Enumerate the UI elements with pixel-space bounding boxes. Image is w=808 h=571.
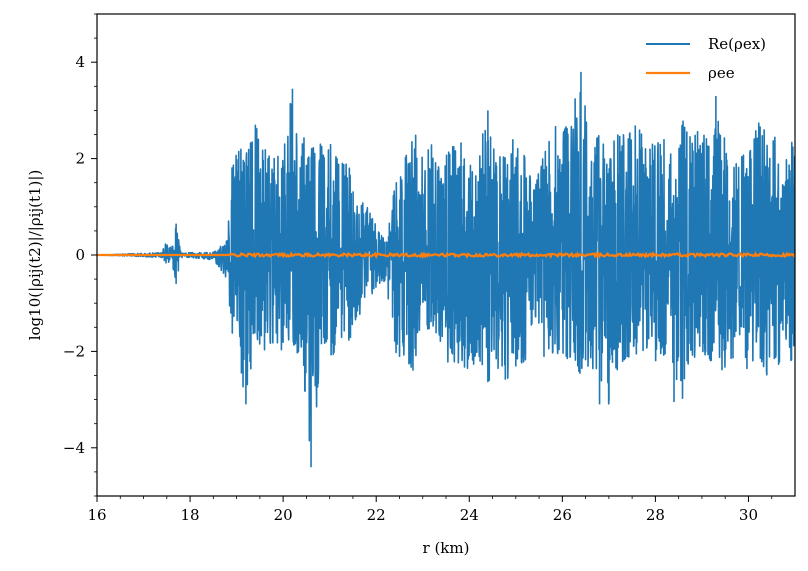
x-tick-label: 18 (181, 506, 200, 524)
x-tick-label: 20 (274, 506, 293, 524)
x-tick-label: 26 (553, 506, 572, 524)
legend: Re(ρex) ρee (646, 35, 766, 82)
x-tick-label: 22 (367, 506, 386, 524)
y-axis-label: log10(|ρij(t2)|/|ρij(t1)|) (26, 170, 44, 341)
x-tick-label: 16 (87, 506, 106, 524)
y-tick-label: −4 (63, 439, 85, 457)
series-rho-ee-line (97, 251, 795, 260)
x-tick-label: 24 (460, 506, 479, 524)
y-tick-label: 2 (75, 150, 85, 168)
y-tick-label: 0 (75, 246, 85, 264)
axis-labels: r (km) log10(|ρij(t2)|/|ρij(t1)|) (26, 170, 469, 557)
x-tick-label: 30 (739, 506, 758, 524)
plot-area (97, 71, 795, 468)
y-tick-label: 4 (75, 53, 85, 71)
x-axis-label: r (km) (423, 539, 470, 557)
legend-label: ρee (708, 64, 735, 82)
x-tick-label: 28 (646, 506, 665, 524)
series-re-rho-ex-line (97, 71, 795, 468)
legend-label: Re(ρex) (708, 35, 766, 53)
y-tick-label: −2 (63, 342, 85, 360)
